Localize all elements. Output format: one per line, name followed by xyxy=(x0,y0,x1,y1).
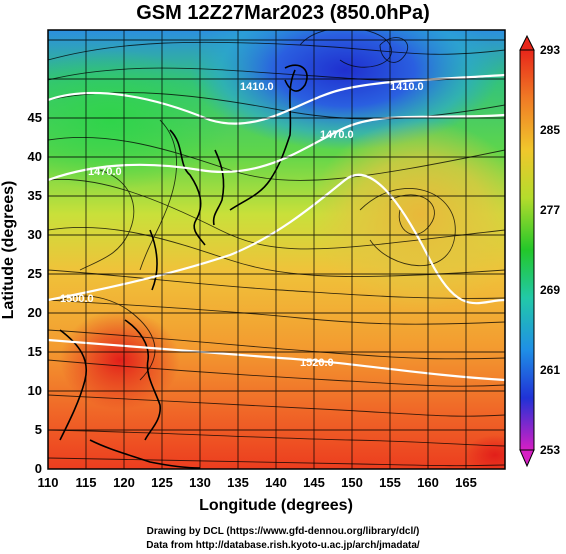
y-axis-label: Latitude (degrees) xyxy=(0,181,17,320)
contour-label: 1500.0 xyxy=(60,293,94,305)
height-contours xyxy=(48,73,505,382)
indochina-coast xyxy=(59,329,87,441)
y-tick-label: 15 xyxy=(28,344,42,359)
contour-1500 xyxy=(48,173,505,305)
y-axis: 0 5 10 15 20 25 30 35 40 45 Latitude (de… xyxy=(0,110,42,476)
contour-label: 1470.0 xyxy=(320,129,354,141)
contour-1470 xyxy=(48,113,505,182)
contour-label: 1470.0 xyxy=(88,166,122,178)
colorbar-tick-label: 277 xyxy=(540,203,560,217)
y-tick-label: 10 xyxy=(28,383,42,398)
hot-spot-region xyxy=(60,310,180,410)
colorbar: 293 285 277 269 261 253 xyxy=(519,34,560,468)
x-tick-label: 165 xyxy=(455,475,477,490)
x-tick-label: 150 xyxy=(341,475,363,490)
x-tick-label: 160 xyxy=(417,475,439,490)
x-tick-label: 115 xyxy=(76,475,97,490)
contour-label: 1410.0 xyxy=(240,81,274,93)
korean-peninsula xyxy=(212,149,225,226)
colorbar-top-arrow xyxy=(519,34,535,51)
borneo-coast xyxy=(89,439,201,469)
colorbar-tick-label: 293 xyxy=(540,43,560,57)
y-tick-label: 25 xyxy=(28,266,42,281)
colorbar-tick-label: 261 xyxy=(540,363,560,377)
credit-data-source: Data from http://database.rish.kyoto-u.a… xyxy=(146,540,420,551)
hot-spot-east xyxy=(465,435,505,469)
x-tick-label: 145 xyxy=(303,475,325,490)
x-axis-label: Longitude (degrees) xyxy=(199,497,353,514)
y-tick-label: 40 xyxy=(28,149,42,164)
lat-lon-grid xyxy=(48,30,505,469)
colorbar-bar xyxy=(519,49,535,451)
colorbar-bottom-arrow xyxy=(519,449,535,468)
x-axis: 110 115 120 125 130 135 140 145 150 155 … xyxy=(38,475,477,514)
x-tick-label: 110 xyxy=(38,475,59,490)
contour-1520 xyxy=(48,338,505,382)
y-tick-label: 45 xyxy=(28,110,42,125)
map-title: GSM 12Z27Mar2023 (850.0hPa) xyxy=(136,2,430,24)
warm-tongue-region xyxy=(310,120,505,310)
x-tick-label: 130 xyxy=(189,475,211,490)
y-tick-label: 0 xyxy=(35,461,42,476)
x-tick-label: 155 xyxy=(379,475,401,490)
y-tick-label: 5 xyxy=(35,422,42,437)
credit-dcl: Drawing by DCL (https://www.gfd-dennou.o… xyxy=(146,526,420,537)
colorbar-tick-label: 253 xyxy=(540,443,560,457)
y-tick-label: 30 xyxy=(28,227,42,242)
map-plot-area xyxy=(48,30,505,469)
contour-labels: 1410.0 1410.0 1470.0 1470.0 1500.0 1520.… xyxy=(60,81,424,369)
map-frame xyxy=(47,29,506,470)
x-tick-label: 135 xyxy=(227,475,249,490)
hokkaido xyxy=(284,64,308,92)
x-tick-label: 140 xyxy=(265,475,287,490)
cold-low-region xyxy=(190,30,500,150)
x-tick-label: 125 xyxy=(151,475,173,490)
contour-label: 1520.0 xyxy=(300,357,334,369)
y-tick-label: 20 xyxy=(28,305,42,320)
x-tick-label: 120 xyxy=(113,475,135,490)
philippines xyxy=(124,319,161,441)
colorbar-tick-label: 269 xyxy=(540,283,560,297)
green-west-region xyxy=(48,50,230,190)
y-tick-label: 35 xyxy=(28,188,42,203)
colorbar-tick-label: 285 xyxy=(540,123,560,137)
contour-label: 1410.0 xyxy=(390,81,424,93)
contour-1410 xyxy=(48,73,505,125)
